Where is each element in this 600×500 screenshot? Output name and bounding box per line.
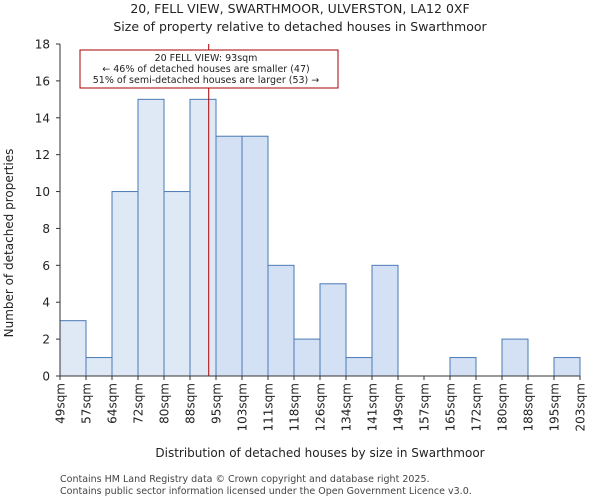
y-tick-label: 4 <box>42 296 50 310</box>
bar-80sqm <box>163 191 191 377</box>
bar-95sqm <box>215 135 243 377</box>
bar-141sqm <box>371 264 399 377</box>
x-tick-label: 141sqm <box>366 383 380 431</box>
x-tick-label: 88sqm <box>184 383 198 424</box>
y-tick-label: 18 <box>35 38 50 52</box>
x-tick-label: 95sqm <box>210 383 224 424</box>
x-tick-label: 49sqm <box>54 383 68 424</box>
x-tick-label: 57sqm <box>80 383 94 424</box>
x-tick-label: 172sqm <box>470 383 484 431</box>
footer-line-1: Contains HM Land Registry data © Crown c… <box>60 474 430 485</box>
y-tick-label: 14 <box>35 111 50 125</box>
bar-111sqm <box>267 264 295 377</box>
x-tick-label: 72sqm <box>132 383 146 424</box>
y-tick-label: 2 <box>42 333 50 347</box>
x-tick-label: 111sqm <box>262 383 276 431</box>
y-tick-label: 6 <box>42 259 50 273</box>
bar-72sqm <box>137 98 165 377</box>
chart-title: 20, FELL VIEW, SWARTHMOOR, ULVERSTON, LA… <box>130 1 469 16</box>
bar-134sqm <box>345 357 373 377</box>
annotation-line-1: 20 FELL VIEW: 93sqm <box>155 53 258 64</box>
y-axis-label: Number of detached properties <box>2 149 16 338</box>
x-tick-label: 188sqm <box>522 383 536 431</box>
x-tick-label: 126sqm <box>314 383 328 431</box>
bar-165sqm <box>449 357 477 377</box>
y-tick-label: 8 <box>42 222 50 236</box>
y-tick-label: 0 <box>42 370 50 384</box>
bar-126sqm <box>319 283 347 377</box>
x-tick-label: 80sqm <box>158 383 172 424</box>
footer-line-2: Contains public sector information licen… <box>60 486 472 497</box>
annotation-line-2: ← 46% of detached houses are smaller (47… <box>102 64 309 75</box>
annotation: 20 FELL VIEW: 93sqm ← 46% of detached ho… <box>79 49 339 89</box>
y-ticks: 0 2 4 6 8 10 12 14 16 18 <box>35 38 60 384</box>
x-tick-label: 118sqm <box>288 383 302 431</box>
y-tick-label: 16 <box>35 74 50 88</box>
bar-180sqm <box>501 338 529 377</box>
x-tick-label: 64sqm <box>106 383 120 424</box>
bars <box>59 98 581 377</box>
x-axis-label: Distribution of detached houses by size … <box>155 446 484 460</box>
x-ticks: 49sqm 57sqm 64sqm 72sqm 80sqm 88sqm 95sqm 103sq… <box>54 376 588 431</box>
bar-64sqm <box>111 191 139 377</box>
bar-195sqm <box>553 357 581 377</box>
x-tick-label: 134sqm <box>340 383 354 431</box>
x-tick-label: 103sqm <box>236 383 250 431</box>
x-tick-label: 195sqm <box>548 383 562 431</box>
bar-88sqm <box>189 98 217 377</box>
y-tick-label: 12 <box>35 148 50 162</box>
x-tick-label: 165sqm <box>444 383 458 431</box>
bar-57sqm <box>85 357 113 377</box>
bar-49sqm <box>59 320 87 377</box>
annotation-box <box>79 49 339 89</box>
bar-118sqm <box>293 338 321 377</box>
x-tick-label: 149sqm <box>392 383 406 431</box>
annotation-line-3: 51% of semi-detached houses are larger (… <box>93 75 320 86</box>
x-tick-label: 203sqm <box>574 383 588 431</box>
bar-103sqm <box>241 135 269 377</box>
y-tick-label: 10 <box>35 185 50 199</box>
chart-subtitle: Size of property relative to detached ho… <box>113 19 487 34</box>
x-tick-label: 180sqm <box>496 383 510 431</box>
x-tick-label: 157sqm <box>418 383 432 431</box>
